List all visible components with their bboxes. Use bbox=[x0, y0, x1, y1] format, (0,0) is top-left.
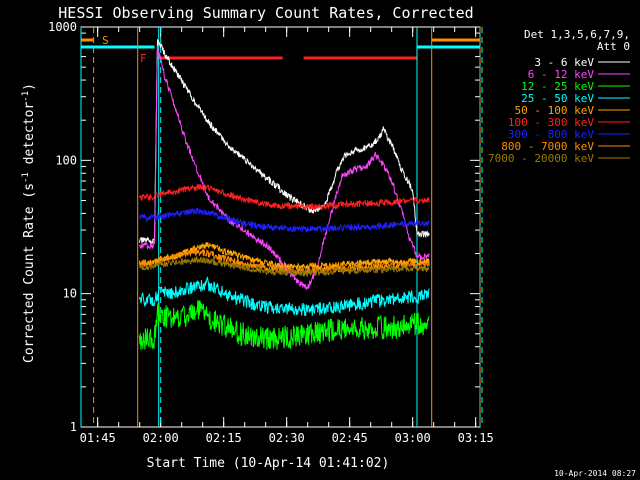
series-line bbox=[138, 46, 430, 291]
x-tick-label: 02:45 bbox=[332, 431, 368, 445]
legend-label: 3 - 6 keV bbox=[534, 56, 594, 69]
legend-label: 7000 - 20000 keV bbox=[488, 152, 594, 165]
annotation-s: S bbox=[102, 34, 109, 47]
legend-label: 12 - 25 keV bbox=[521, 80, 594, 93]
x-axis-label: Start Time (10-Apr-14 01:41:02) bbox=[147, 456, 390, 471]
x-tick-label: 01:45 bbox=[80, 431, 116, 445]
legend-label: 800 - 7000 keV bbox=[501, 140, 594, 153]
y-tick-label: 100 bbox=[55, 153, 77, 167]
chart-title: HESSI Observing Summary Count Rates, Cor… bbox=[58, 4, 473, 22]
x-axis: 01:45 02:00 02:15 02:30 02:45 03:00 03:15 bbox=[80, 27, 494, 445]
series-line bbox=[138, 183, 430, 212]
legend-label: 25 - 50 keV bbox=[521, 92, 594, 105]
time-markers bbox=[80, 27, 483, 427]
footer-timestamp: 10-Apr-2014 08:27 bbox=[554, 469, 636, 478]
series-line bbox=[138, 255, 430, 278]
legend-title-line2: Att 0 bbox=[597, 40, 630, 53]
x-tick-label: 02:30 bbox=[269, 431, 305, 445]
series-line bbox=[138, 242, 430, 271]
y-tick-label: 1 bbox=[70, 420, 77, 434]
annotation-f: F bbox=[140, 52, 147, 65]
series-line bbox=[138, 38, 430, 245]
series-line bbox=[139, 207, 430, 234]
legend-label: 6 - 12 keV bbox=[528, 68, 595, 81]
data-series bbox=[138, 38, 430, 351]
legend-label: 300 - 800 keV bbox=[508, 128, 594, 141]
series-line bbox=[138, 276, 430, 317]
legend-title-line1: Det 1,3,5,6,7,9, bbox=[524, 28, 630, 41]
x-tick-label: 03:15 bbox=[458, 431, 494, 445]
y-tick-label: 1000 bbox=[48, 20, 77, 34]
legend-label: 50 - 100 keV bbox=[515, 104, 595, 117]
legend-label: 100 - 300 keV bbox=[508, 116, 594, 129]
x-tick-label: 03:00 bbox=[395, 431, 431, 445]
y-tick-label: 10 bbox=[63, 287, 77, 301]
x-tick-label: 02:15 bbox=[206, 431, 242, 445]
y-axis-label: Corrected Count Rate (s-1 detector-1) bbox=[21, 83, 37, 363]
x-tick-label: 02:00 bbox=[143, 431, 179, 445]
series-line bbox=[138, 300, 430, 351]
